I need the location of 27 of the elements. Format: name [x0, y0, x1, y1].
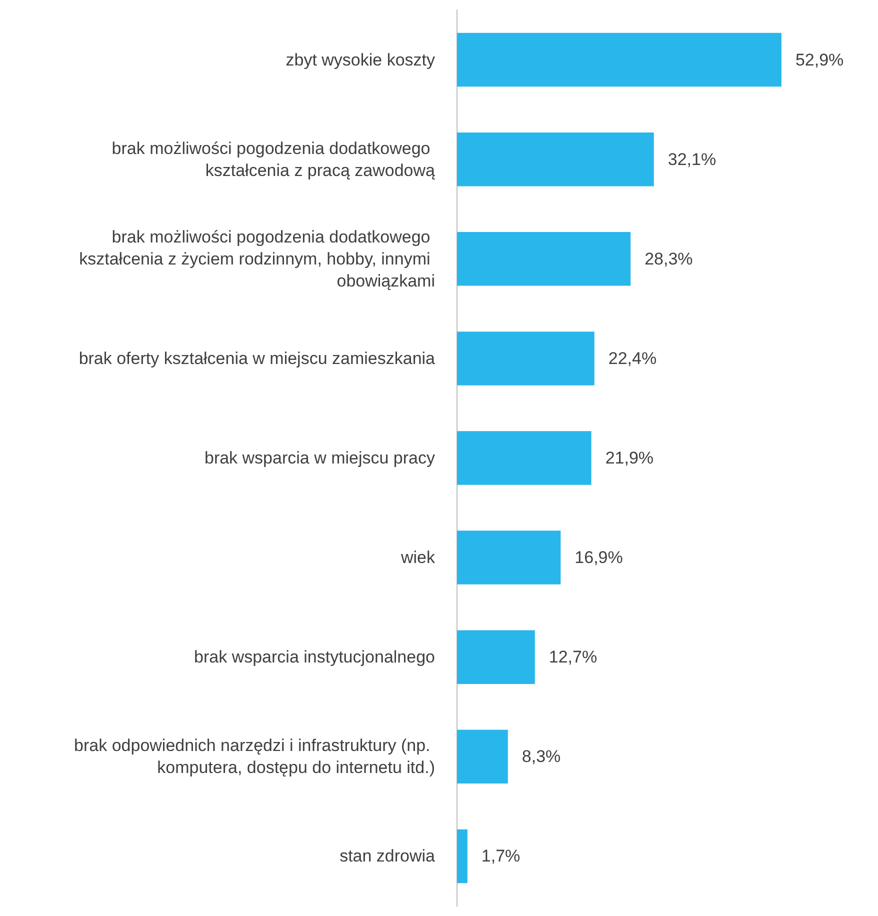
y-tick-label: brak oferty kształcenia w miejscu zamieszkania — [78, 348, 436, 368]
y-tick-label: wiek — [400, 548, 436, 568]
y-tick-label: brak odpowiednich narzędzi i infrastruktury (np. komputera, dostępu do internetu itd.) — [74, 736, 435, 778]
y-tick-label: zbyt wysokie koszty — [286, 50, 436, 70]
bar — [457, 232, 631, 286]
data-label: 28,3% — [644, 249, 693, 268]
y-tick-label: brak możliwości pogodzenia dodatkowego kształcenia z życiem rodzinnym, hobby, innymi obowiązkami — [79, 227, 435, 290]
data-label: 52,9% — [795, 50, 844, 70]
y-tick-label: brak możliwości pogodzenia dodatkowego kształcenia z pracą zawodową — [112, 138, 436, 180]
bar — [457, 829, 468, 884]
data-label: 32,1% — [668, 150, 716, 169]
data-label: 12,7% — [548, 648, 598, 667]
y-tick-label: brak wsparcia w miejscu pracy — [204, 448, 436, 468]
bar — [457, 530, 561, 584]
y-tick-label: stan zdrowia — [340, 846, 436, 866]
bar — [457, 730, 508, 784]
data-label: 8,3% — [522, 747, 561, 766]
y-tick-label: brak wsparcia instytucjonalnego — [194, 648, 435, 667]
bar — [457, 630, 535, 684]
bar — [457, 132, 654, 186]
data-label: 16,9% — [574, 548, 623, 568]
data-label: 1,7% — [481, 846, 520, 866]
bar — [457, 32, 782, 87]
data-label: 21,9% — [605, 448, 654, 468]
data-label: 22,4% — [608, 348, 657, 368]
bar — [457, 332, 594, 386]
bar — [457, 431, 592, 485]
